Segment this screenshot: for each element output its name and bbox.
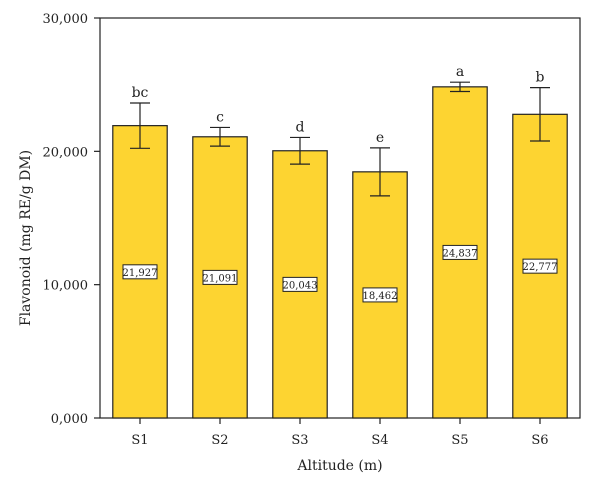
significance-letter: e [376,130,384,146]
x-tick-label: S4 [371,433,388,448]
value-label-box [122,264,158,280]
plot-frame [99,17,581,419]
significance-letter: d [296,119,305,135]
significance-letter: a [456,64,464,80]
y-tick-label: 10,000 [43,279,89,294]
value-label: 21,091 [203,273,238,284]
value-label: 18,462 [363,291,398,302]
x-tick-label: S3 [291,433,308,448]
value-label: 24,837 [443,248,478,259]
significance-letter: c [216,109,224,125]
x-tick-label: S2 [211,433,228,448]
value-label: 21,927 [123,268,158,279]
significance-letter: bc [132,85,149,101]
x-tick-label: S6 [531,433,548,448]
value-label-box [442,244,478,260]
plot-frame-group [99,17,581,419]
x-axis: S1 S2 S3 S4 S5 S6 [131,418,549,448]
significance-letter: b [536,70,545,86]
x-tick-label: S5 [451,433,468,448]
x-axis-label: Altitude (m) [296,458,382,474]
y-axis: 0,000 10,000 20,000 30,000 [43,12,100,427]
value-label: 20,043 [283,280,318,291]
bars: bc 21,927 c 21,091 d 20,043 e 18,462 a 24,837 b 22,… [112,64,568,419]
value-label-box [362,287,398,303]
value-label: 22,777 [523,262,558,273]
y-axis-label: Flavonoid (mg RE/g DM) [18,150,34,326]
y-tick-label: 20,000 [43,145,89,160]
value-label-box [282,276,318,292]
x-tick-label: S1 [131,433,148,448]
y-tick-label: 30,000 [43,12,89,27]
value-label-box [202,269,238,285]
value-label-box [522,258,558,274]
y-tick-label: 0,000 [51,412,88,427]
